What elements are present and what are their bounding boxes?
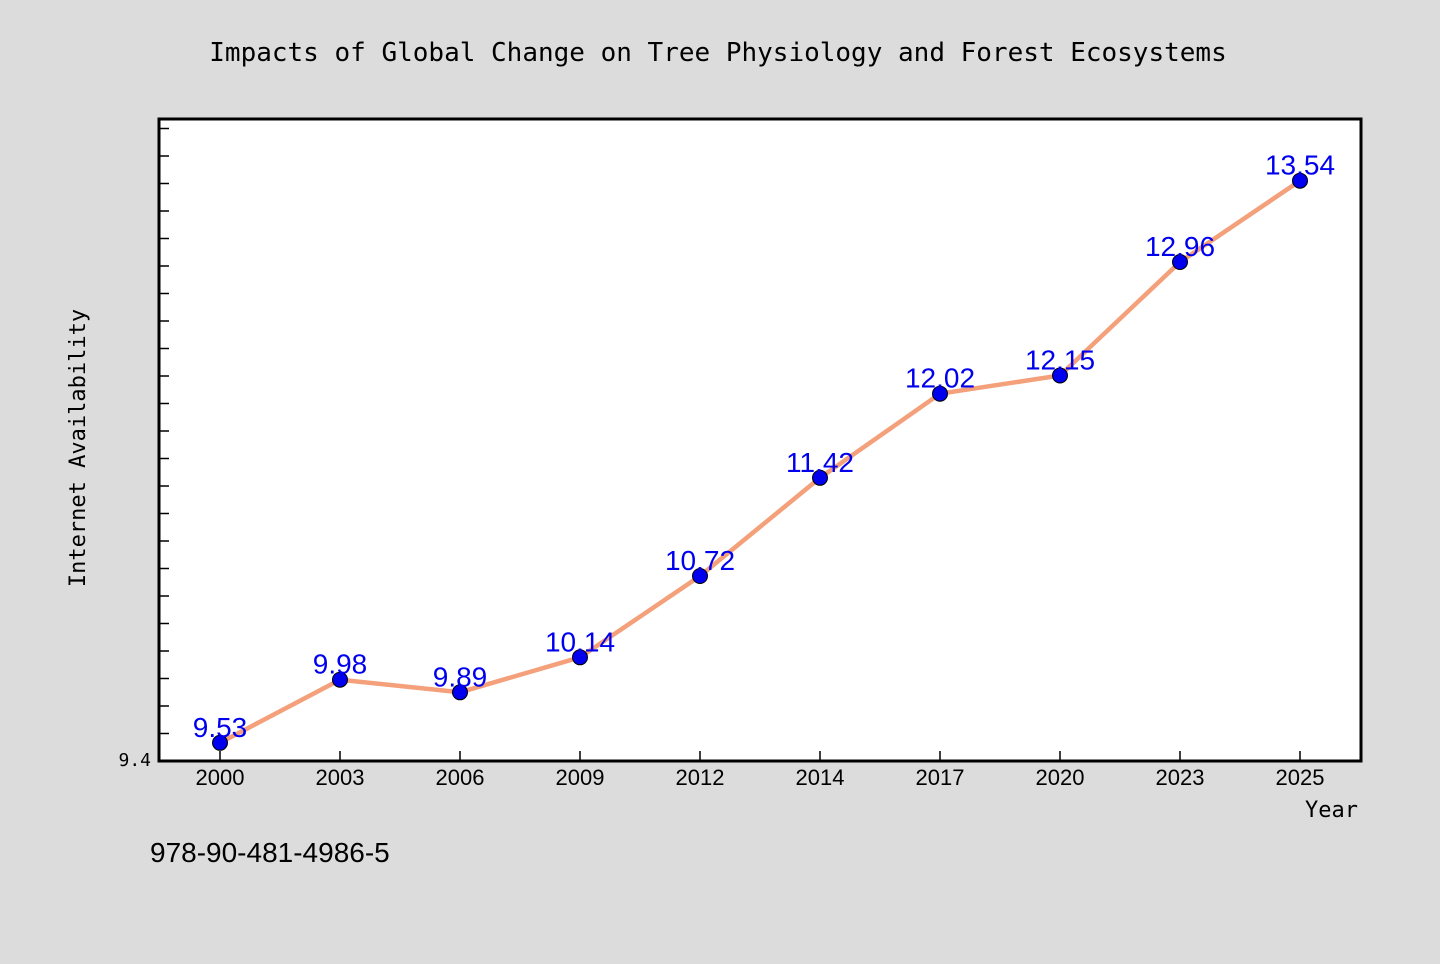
data-point xyxy=(812,469,828,486)
data-label: 12.96 xyxy=(1145,231,1215,262)
x-axis-label: Year xyxy=(1305,798,1358,823)
data-label: 9.89 xyxy=(433,661,488,692)
data-label: 10.14 xyxy=(545,626,615,657)
y-axis-ticks xyxy=(159,127,169,735)
data-point xyxy=(1172,254,1188,270)
y-tick-label: 9.4 xyxy=(118,750,151,771)
data-point xyxy=(452,684,468,701)
x-axis-tick-labels: 2000 2003 2006 2009 2012 2014 2017 2020 2023 2025 xyxy=(196,765,1325,790)
data-labels: 9.53 9.98 9.89 10.14 10.72 11.42 12.02 12.15 12.… xyxy=(193,150,1335,743)
data-label: 13.54 xyxy=(1265,150,1335,181)
x-tick-label: 2003 xyxy=(316,765,365,790)
data-point xyxy=(932,385,948,402)
data-point xyxy=(332,671,348,688)
data-point xyxy=(692,568,708,584)
chart-title: Impacts of Global Change on Tree Physiol… xyxy=(209,38,1226,68)
x-tick-label: 2014 xyxy=(796,765,845,790)
data-point xyxy=(572,649,588,666)
x-tick-label: 2017 xyxy=(916,765,965,790)
data-label: 12.15 xyxy=(1025,345,1095,376)
series-markers xyxy=(212,172,1308,751)
x-tick-label: 2009 xyxy=(556,765,605,790)
series-line xyxy=(217,178,1303,746)
data-point xyxy=(212,734,228,751)
x-tick-label: 2000 xyxy=(196,765,245,790)
data-point xyxy=(1292,172,1308,189)
data-label: 9.98 xyxy=(313,649,368,680)
series-lines xyxy=(217,178,1303,746)
plot-area xyxy=(157,117,1363,763)
data-label: 11.42 xyxy=(786,447,854,478)
data-label: 10.72 xyxy=(665,545,735,576)
x-tick-label: 2006 xyxy=(436,765,485,790)
x-tick-label: 2023 xyxy=(1156,765,1205,790)
data-label: 9.53 xyxy=(193,712,248,743)
y-axis-label: Internet Availability xyxy=(66,309,91,587)
x-tick-label: 2012 xyxy=(676,765,725,790)
x-tick-label: 2025 xyxy=(1276,765,1325,790)
footer-isbn: 978-90-481-4986-5 xyxy=(150,837,390,868)
data-point xyxy=(1052,367,1068,384)
x-tick-label: 2020 xyxy=(1036,765,1085,790)
data-label: 12.02 xyxy=(905,363,975,394)
x-axis-ticks xyxy=(219,751,1301,761)
